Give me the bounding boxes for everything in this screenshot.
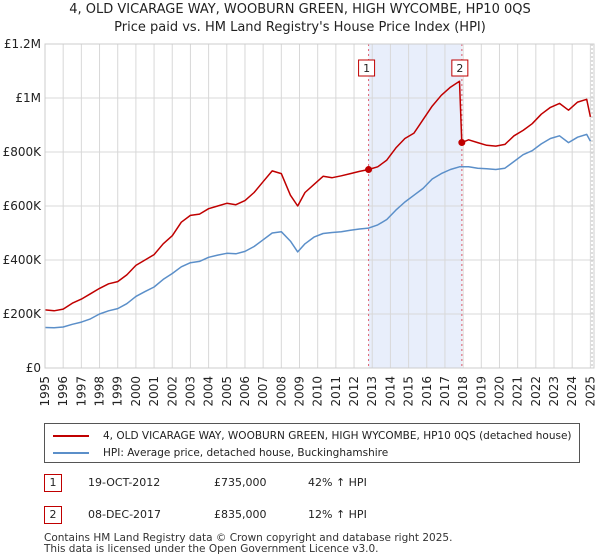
transaction-price: £835,000	[214, 508, 267, 521]
chart-subtitle: Price paid vs. HM Land Registry's House …	[114, 20, 486, 35]
x-tick-label: 2021	[511, 376, 525, 407]
x-tick-label: 1995	[38, 376, 52, 407]
legend-label-hpi: HPI: Average price, detached house, Buck…	[103, 447, 389, 459]
transaction-badge: 1	[44, 474, 62, 492]
sale-label-number: 2	[456, 62, 463, 75]
x-tick-label: 2019	[474, 376, 488, 407]
x-tick-label: 2018	[456, 376, 470, 407]
x-tick-label: 2020	[492, 376, 506, 407]
x-tick-label: 2007	[256, 376, 270, 407]
legend-item-property: 4, OLD VICARAGE WAY, WOOBURN GREEN, HIGH…	[53, 428, 572, 444]
x-tick-label: 2015	[402, 376, 416, 407]
x-tick-label: 2009	[293, 376, 307, 407]
x-tick-label: 2016	[420, 376, 434, 407]
x-tick-label: 2011	[329, 376, 343, 407]
x-tick-label: 2006	[238, 376, 252, 407]
legend-swatch-property	[53, 435, 89, 437]
sale-label-box	[358, 59, 376, 77]
property-series-line	[44, 80, 592, 312]
y-tick-label: £600K	[3, 199, 43, 213]
x-tick-label: 1998	[93, 376, 107, 407]
transaction-hpi: 12% ↑ HPI	[308, 508, 367, 521]
plot-frame	[44, 43, 595, 369]
hpi-series-line	[44, 133, 592, 329]
y-tick-label: £1.2M	[4, 37, 41, 51]
footer-licence: This data is licensed under the Open Gov…	[44, 543, 379, 555]
sale-point-marker	[458, 139, 466, 147]
transaction-date: 08-DEC-2017	[88, 508, 162, 521]
x-tick-label: 2003	[183, 376, 197, 407]
y-tick-label: £1M	[15, 91, 41, 105]
y-tick-label: £800K	[3, 145, 43, 159]
price-chart: 1 2 £0 £200K £400K £600K £800K £1M £1.2M 1995 199…	[3, 37, 598, 407]
x-tick-label: 2010	[311, 376, 325, 407]
x-tick-label: 2004	[202, 376, 216, 407]
transaction-hpi: 42% ↑ HPI	[308, 476, 367, 489]
y-tick-label: £0	[26, 361, 41, 375]
x-tick-label: 2023	[547, 376, 561, 407]
transaction-badge: 2	[44, 506, 62, 524]
x-tick-label: 2022	[529, 376, 543, 407]
x-tick-label: 2001	[147, 376, 161, 407]
x-tick-label: 2002	[165, 376, 179, 407]
legend-label-property: 4, OLD VICARAGE WAY, WOOBURN GREEN, HIGH…	[103, 430, 572, 442]
x-tick-label: 2025	[583, 376, 597, 407]
transaction-price: £735,000	[214, 476, 267, 489]
x-tick-label: 2014	[383, 376, 397, 407]
x-tick-label: 2017	[438, 376, 452, 407]
x-tick-label: 2012	[347, 376, 361, 407]
x-tick-label: 2000	[129, 376, 143, 407]
sale-label-number: 1	[363, 62, 370, 75]
legend-swatch-hpi	[53, 452, 89, 454]
x-tick-label: 2008	[274, 376, 288, 407]
sale-point-marker	[365, 166, 373, 174]
legend: 4, OLD VICARAGE WAY, WOOBURN GREEN, HIGH…	[44, 423, 580, 463]
transaction-date: 19-OCT-2012	[88, 476, 161, 489]
y-tick-label: £200K	[3, 307, 43, 321]
x-tick-label: 1997	[74, 376, 88, 407]
x-tick-label: 2005	[220, 376, 234, 407]
chart-title: 4, OLD VICARAGE WAY, WOOBURN GREEN, HIGH…	[69, 2, 531, 17]
x-tick-label: 2013	[365, 376, 379, 407]
x-tick-label: 2024	[565, 376, 579, 407]
footer-copyright: Contains HM Land Registry data © Crown c…	[44, 532, 453, 544]
sale-label-box	[451, 59, 469, 77]
x-tick-label: 1999	[111, 376, 125, 407]
x-tick-label: 1996	[56, 376, 70, 407]
y-tick-label: £400K	[3, 253, 43, 267]
legend-item-hpi: HPI: Average price, detached house, Buck…	[53, 445, 388, 461]
